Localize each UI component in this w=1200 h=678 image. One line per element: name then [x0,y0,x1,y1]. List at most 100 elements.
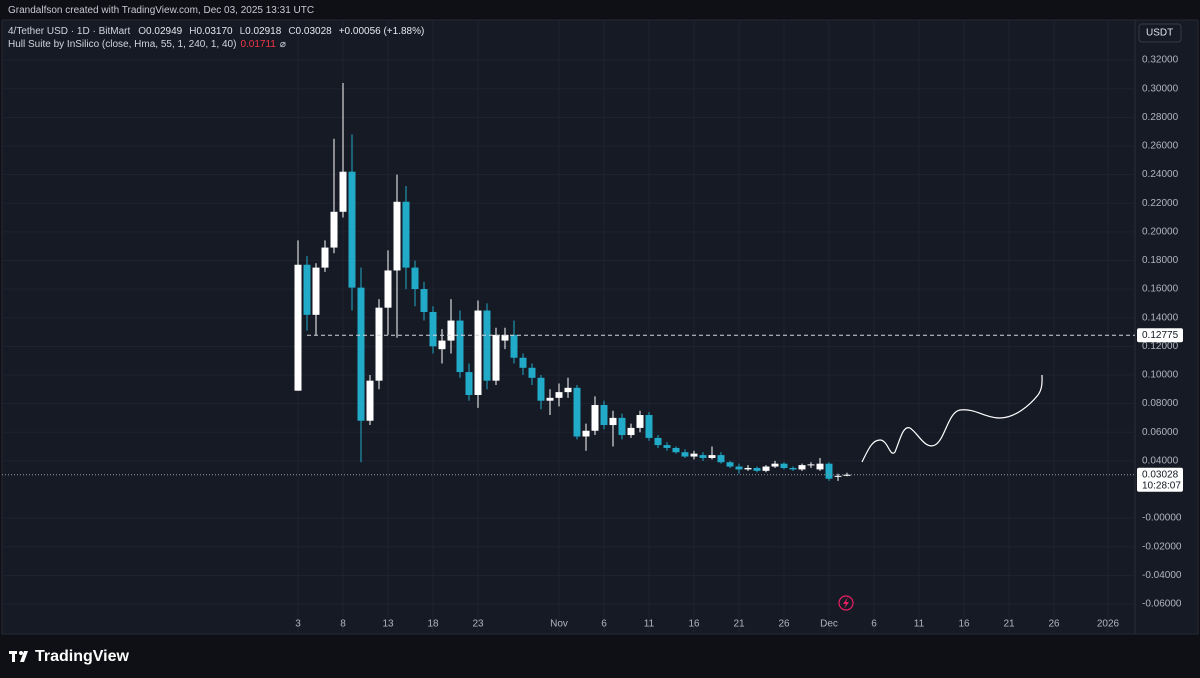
candle-body [825,463,833,479]
ohlc-key: C [288,26,296,37]
brand-logo [9,651,28,662]
ohlc-item: H0.03170 [189,26,235,37]
x-tick-label: 8 [340,619,346,630]
candle-body [627,427,635,436]
last-price-tag-bg [1137,467,1183,492]
ohlc-value: 0.03028 [295,26,332,37]
candle-body [492,334,500,381]
candle-body [843,474,851,476]
indicator-symbol: ⌀ [279,39,286,50]
candle-body [339,171,347,212]
candle-body [510,334,518,358]
candle-body [348,171,356,288]
ohlc-value: 0.02918 [245,26,282,37]
candle-body [834,475,842,477]
ohlc-value: 0.02949 [146,26,183,37]
ohlc-key: L [239,26,246,37]
candle-body [618,417,626,436]
candle-body [393,201,401,271]
y-tick-label: -0.04000 [1142,570,1182,581]
y-tick-label: 0.12000 [1142,341,1179,352]
candle-body [672,447,680,453]
ohlc-item: C0.03028 [288,26,334,37]
y-tick-label: 0.22000 [1142,198,1179,209]
candle-body [294,264,302,391]
candle-body [681,452,689,457]
ohlc-key: O [138,26,147,37]
indicator-value: 0.01711 [240,39,276,50]
y-tick-label: 0.10000 [1142,370,1179,381]
candle-body [771,463,779,467]
y-tick-label: 0.28000 [1142,112,1179,123]
x-tick-label: 6 [601,619,607,630]
candle-body [420,289,428,312]
x-tick-label: 18 [427,619,439,630]
x-tick-label: Nov [550,619,568,630]
change: +0.00056 (+1.88%) [338,26,425,37]
candle-body [555,392,563,398]
candle-body [699,455,707,458]
y-tick-label: -0.06000 [1142,599,1182,610]
candle-body [663,445,671,448]
y-tick-label: 0.26000 [1142,141,1179,152]
candle-body [519,357,527,368]
candle-body [807,464,815,466]
y-tick-label: 0.14000 [1142,312,1179,323]
candle-body [708,455,716,458]
candle-body [798,465,806,470]
y-tick-label: -0.02000 [1142,541,1182,552]
candle-body [537,377,545,401]
x-tick-label: 21 [733,619,745,630]
candle-body [438,340,446,350]
candle-body [465,372,473,395]
x-tick-label: 13 [382,619,394,630]
symbol-title: 4/Tether USD · 1D · BitMart [8,26,131,37]
price-tag: 0.12775 [1142,330,1179,341]
candle-body [816,463,824,470]
candle-body [735,466,743,470]
candle-body [501,334,509,341]
ohlc-item: L0.02918 [240,26,285,37]
candle-body [753,467,761,471]
x-tick-label: 3 [295,619,301,630]
x-tick-label: 26 [778,619,790,630]
indicator-legend: Hull Suite by InSilico (close, Hma, 55, … [8,39,286,50]
currency: USDT [1146,28,1173,39]
indicator-name: Hull Suite by InSilico (close, Hma, 55, … [8,39,237,50]
candle-body [690,453,698,457]
replay-icon[interactable] [838,595,854,611]
y-tick-label: -0.00000 [1142,513,1182,524]
currency-box[interactable] [1138,23,1182,43]
candle-body [330,211,338,248]
candle-body [447,320,455,341]
freehand-drawing [861,374,1043,463]
x-tick-label: 21 [1003,619,1015,630]
candle-body [402,201,410,268]
candle-body [411,267,419,290]
x-tick-label: 16 [958,619,970,630]
candle-body [321,247,329,268]
candles [294,82,851,481]
candle-body [744,467,752,470]
y-tick-label: 0.08000 [1142,398,1179,409]
attribution: Grandalfson created with TradingView.com… [8,5,314,16]
x-tick-label: 6 [871,619,877,630]
y-tick-label: 0.16000 [1142,284,1179,295]
candle-body [366,380,374,421]
candle-body [546,397,554,401]
candle-body [645,415,653,438]
y-tick-label: 0.04000 [1142,455,1179,466]
candle-body [726,462,734,467]
candle-body [456,320,464,373]
candle-body [483,310,491,381]
candle-body [573,387,581,437]
candle-body [609,417,617,426]
candle-body [474,310,482,395]
candle-body [357,287,365,421]
y-tick-label: 0.18000 [1142,255,1179,266]
y-tick-label: 0.24000 [1142,169,1179,180]
candle-body [384,270,392,308]
x-tick-label: 11 [644,619,655,630]
x-tick-label: 16 [688,619,700,630]
ohlc-key: H [189,26,197,37]
